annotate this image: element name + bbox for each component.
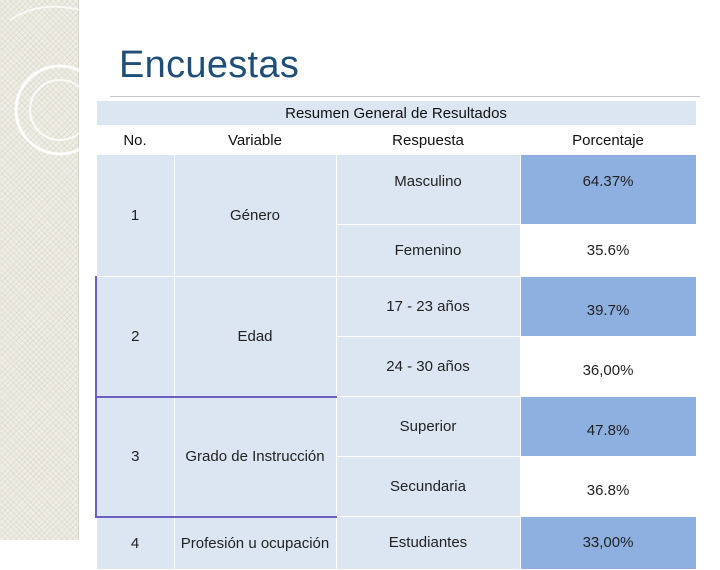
row-variable: Género xyxy=(173,154,337,277)
table-row: 24 - 30 años 36,00% xyxy=(96,336,697,397)
row-porcentaje: 47.8% xyxy=(519,396,697,457)
row-variable: Profesión u ocupación xyxy=(173,516,337,570)
row-number: 3 xyxy=(95,396,175,518)
table-header-row: No. Variable Respuesta Porcentaje xyxy=(95,125,697,155)
header-respuesta: Respuesta xyxy=(335,125,521,155)
results-table: Resumen General de Resultados No. Variab… xyxy=(95,100,697,570)
header-variable: Variable xyxy=(173,125,337,155)
row-respuesta: Estudiantes xyxy=(335,516,521,570)
row-respuesta: Superior xyxy=(335,396,521,457)
header-porcentaje: Porcentaje xyxy=(519,125,697,155)
row-porcentaje: 35.6% xyxy=(519,224,697,277)
row-porcentaje: 36.8% xyxy=(519,456,697,517)
row-respuesta: Masculino xyxy=(335,154,521,225)
row-number: 1 xyxy=(95,154,175,277)
row-number: 4 xyxy=(95,516,175,570)
page-title: Encuestas xyxy=(119,44,300,86)
row-respuesta: Femenino xyxy=(335,224,521,277)
table-row: 4 Profesión u ocupación Estudiantes 33,0… xyxy=(95,516,697,570)
row-respuesta: 17 - 23 años xyxy=(335,276,521,337)
row-respuesta: 24 - 30 años xyxy=(335,336,521,397)
table-caption-row: Resumen General de Resultados xyxy=(95,100,697,126)
row-variable: Edad xyxy=(173,276,337,398)
table-row: 1 Género Masculino 64.37% xyxy=(95,154,697,277)
table-row: Secundaria 36.8% xyxy=(96,456,697,517)
row-porcentaje: 64.37% xyxy=(519,154,697,225)
table-row: 2 Edad 17 - 23 años 39.7% xyxy=(95,276,697,398)
row-porcentaje: 36,00% xyxy=(519,336,697,397)
title-divider xyxy=(110,96,700,97)
table-caption: Resumen General de Resultados xyxy=(95,100,697,126)
row-porcentaje: 33,00% xyxy=(519,516,697,570)
row-porcentaje: 39.7% xyxy=(519,276,697,337)
row-respuesta: Secundaria xyxy=(335,456,521,517)
table-row: 3 Grado de Instrucción Superior 47.8% xyxy=(95,396,697,518)
decorative-side-band xyxy=(0,0,79,540)
row-number: 2 xyxy=(95,276,175,398)
header-no: No. xyxy=(95,125,175,155)
row-variable: Grado de Instrucción xyxy=(173,396,337,518)
